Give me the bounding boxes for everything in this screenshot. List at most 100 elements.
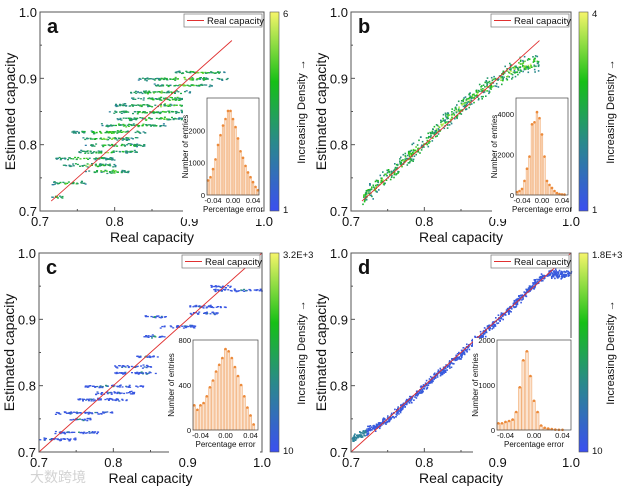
histogram-point	[246, 406, 249, 409]
scatter-point	[90, 151, 92, 152]
scatter-point	[138, 373, 140, 374]
scatter-point	[112, 125, 114, 126]
scatter-point	[88, 413, 90, 414]
scatter-point	[76, 159, 78, 160]
scatter-point	[518, 295, 520, 297]
scatter-point	[88, 431, 90, 432]
inset-x-tick-label: 0.00	[527, 431, 542, 440]
scatter-point	[415, 150, 417, 152]
scatter-point	[171, 117, 173, 118]
scatter-point	[541, 273, 543, 275]
panel-label: c	[46, 257, 57, 279]
scatter-point	[101, 413, 103, 414]
scatter-point	[125, 126, 127, 127]
scatter-point	[115, 165, 117, 166]
scatter-point	[514, 71, 516, 73]
histogram-bar	[215, 159, 217, 195]
colorbar-label: Increasing Density →	[605, 300, 617, 405]
y-tick-label: 0.7	[18, 445, 36, 460]
scatter-point	[429, 141, 431, 143]
scatter-point	[494, 85, 496, 87]
scatter-point	[113, 152, 115, 153]
histogram-bar	[508, 421, 511, 430]
scatter-point	[89, 164, 91, 165]
scatter-point	[414, 396, 416, 398]
scatter-point	[564, 271, 566, 273]
scatter-point	[106, 158, 108, 159]
scatter-point	[124, 145, 126, 146]
scatter-point	[534, 281, 536, 283]
scatter-point	[176, 105, 178, 106]
scatter-point	[511, 78, 513, 80]
scatter-point	[169, 119, 171, 120]
scatter-point	[192, 71, 194, 72]
scatter-point	[84, 139, 86, 140]
histogram-point	[254, 186, 257, 189]
scatter-point	[64, 433, 66, 434]
scatter-point	[498, 314, 500, 316]
scatter-point	[485, 95, 487, 97]
scatter-point	[125, 105, 127, 106]
scatter-point	[156, 99, 158, 100]
scatter-point	[155, 125, 157, 126]
scatter-point	[432, 140, 434, 142]
scatter-point	[430, 376, 432, 378]
scatter-point	[94, 412, 96, 413]
scatter-point	[116, 146, 118, 147]
scatter-point	[385, 173, 387, 175]
histogram-bar	[207, 180, 209, 195]
scatter-point	[444, 370, 446, 372]
scatter-point	[564, 275, 566, 277]
scatter-point	[114, 399, 116, 400]
histogram-point	[234, 126, 237, 129]
scatter-point	[110, 412, 112, 413]
scatter-point	[83, 158, 85, 159]
histogram-point	[227, 110, 230, 113]
scatter-point	[109, 165, 111, 166]
scatter-point	[159, 80, 161, 81]
scatter-point	[212, 307, 214, 308]
scatter-point	[148, 117, 150, 118]
histogram-point	[212, 379, 215, 382]
scatter-point	[140, 98, 142, 99]
inset-y-tick-label: 0	[510, 191, 514, 200]
scatter-point	[163, 79, 165, 80]
scatter-point	[393, 416, 395, 418]
scatter-point	[517, 68, 519, 70]
scatter-point	[82, 400, 84, 401]
scatter-point	[148, 124, 150, 125]
scatter-point	[229, 287, 231, 288]
scatter-point	[115, 105, 117, 106]
scatter-point	[170, 326, 172, 327]
scatter-point	[378, 182, 380, 184]
scatter-point	[135, 105, 137, 106]
scatter-point	[155, 78, 157, 79]
scatter-point	[433, 132, 435, 134]
scatter-point	[91, 432, 93, 433]
x-tick-label: 1.0	[562, 455, 580, 470]
scatter-point	[150, 367, 152, 368]
scatter-point	[86, 399, 88, 400]
histogram-bar	[524, 181, 526, 195]
scatter-point	[96, 412, 98, 413]
scatter-point	[390, 418, 392, 420]
scatter-point	[436, 135, 438, 137]
scatter-point	[160, 106, 162, 107]
scatter-point	[194, 326, 196, 327]
scatter-point	[365, 192, 367, 194]
scatter-point	[125, 111, 127, 112]
scatter-point	[368, 190, 370, 192]
scatter-point	[445, 113, 447, 115]
scatter-point	[386, 421, 388, 423]
scatter-point	[77, 164, 79, 165]
scatter-point	[134, 99, 136, 100]
scatter-point	[535, 66, 537, 68]
scatter-point	[490, 88, 492, 90]
scatter-point	[113, 171, 115, 172]
inset-y-tick-label: 0	[201, 191, 205, 200]
histogram-bar	[222, 126, 224, 196]
scatter-point	[127, 125, 129, 126]
scatter-point	[144, 366, 146, 367]
scatter-point	[136, 146, 138, 147]
